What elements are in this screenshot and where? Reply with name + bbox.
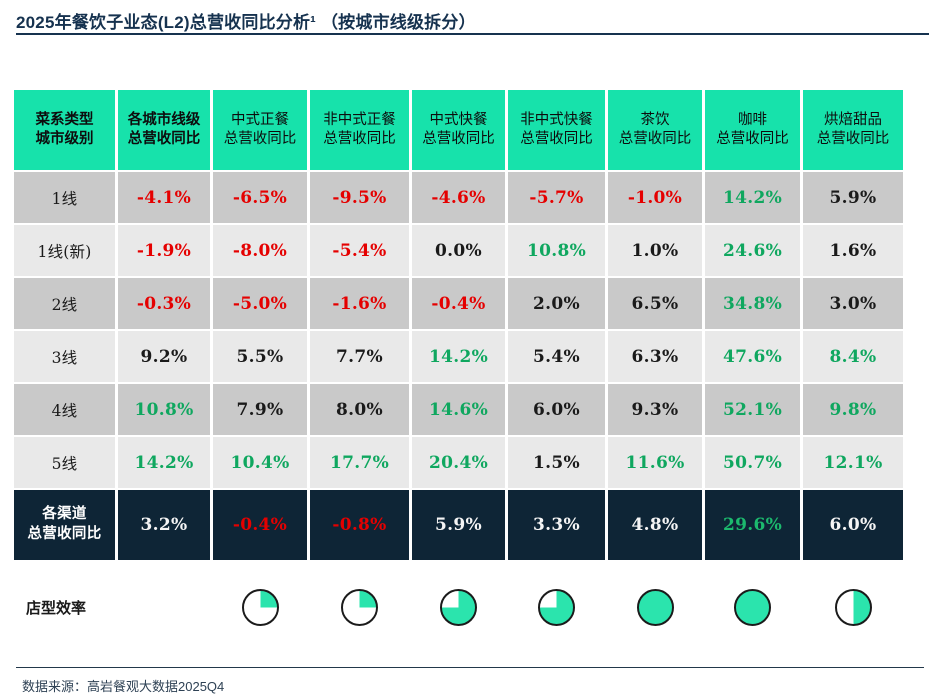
value-cell: 3.0% [803, 278, 903, 329]
column-header: 非中式快餐 总营收同比 [508, 90, 605, 170]
value-cell: 2.0% [508, 278, 605, 329]
value-cell: -8.0% [213, 225, 307, 276]
footer-divider [16, 667, 924, 668]
value-cell: 24.6% [705, 225, 800, 276]
value-cell: 52.1% [705, 384, 800, 435]
value-cell: 8.4% [803, 331, 903, 382]
value-cell: -1.0% [608, 172, 702, 223]
pie-chart [734, 588, 771, 626]
value-cell: 6.0% [508, 384, 605, 435]
summary-value-cell: 29.6% [705, 490, 800, 560]
value-cell: -5.0% [213, 278, 307, 329]
value-cell: 5.5% [213, 331, 307, 382]
value-cell: 7.7% [310, 331, 409, 382]
value-cell: 1.6% [803, 225, 903, 276]
value-cell: 9.8% [803, 384, 903, 435]
pie-chart [834, 588, 872, 626]
row-label-cell: 1线(新) [14, 225, 115, 276]
value-cell: 7.9% [213, 384, 307, 435]
value-cell: 11.6% [608, 437, 702, 488]
summary-value-cell: 4.8% [608, 490, 702, 560]
summary-label: 各渠道 总营收同比 [27, 506, 102, 542]
summary-value-cell: 3.2% [118, 490, 210, 560]
column-header: 菜系类型 城市级别 [14, 90, 115, 170]
value-cell: 6.5% [608, 278, 702, 329]
title-divider [16, 33, 929, 35]
summary-value-cell: -0.4% [213, 490, 307, 560]
value-cell: 34.8% [705, 278, 800, 329]
value-cell: 10.4% [213, 437, 307, 488]
revenue-table: 菜系类型 城市级别 各城市线级 总营收同比 中式正餐 总营收同比 非中式正餐 总营收同… [14, 90, 903, 560]
value-cell: -9.5% [310, 172, 409, 223]
value-cell: 14.2% [118, 437, 210, 488]
column-header: 茶饮 总营收同比 [608, 90, 702, 170]
value-cell: 47.6% [705, 331, 800, 382]
value-cell: -4.1% [118, 172, 210, 223]
value-cell: 10.8% [508, 225, 605, 276]
column-header: 非中式正餐 总营收同比 [310, 90, 409, 170]
summary-value-cell: 6.0% [803, 490, 903, 560]
pie-chart [440, 588, 477, 626]
summary-value-cell: 3.3% [508, 490, 605, 560]
row-label-cell: 4线 [14, 384, 115, 435]
value-cell: 5.9% [803, 172, 903, 223]
summary-value-cell: -0.8% [310, 490, 409, 560]
summary-label-cell: 各渠道 总营收同比 [14, 490, 115, 560]
row-label-cell: 1线 [14, 172, 115, 223]
value-cell: -1.9% [118, 225, 210, 276]
column-header: 咖啡 总营收同比 [705, 90, 800, 170]
value-cell: 1.0% [608, 225, 702, 276]
value-cell: 50.7% [705, 437, 800, 488]
column-header: 烘焙甜品 总营收同比 [803, 90, 903, 170]
value-cell: 9.3% [608, 384, 702, 435]
value-cell: 10.8% [118, 384, 210, 435]
pie-chart [341, 588, 378, 626]
value-cell: -0.4% [412, 278, 505, 329]
store-efficiency-row: 店型效率 [14, 573, 903, 641]
value-cell: 5.4% [508, 331, 605, 382]
column-header: 中式正餐 总营收同比 [213, 90, 307, 170]
value-cell: -4.6% [412, 172, 505, 223]
row-label-cell: 5线 [14, 437, 115, 488]
value-cell: -5.7% [508, 172, 605, 223]
pie-chart [636, 588, 674, 626]
value-cell: 9.2% [118, 331, 210, 382]
value-cell: 8.0% [310, 384, 409, 435]
value-cell: 14.2% [705, 172, 800, 223]
value-cell: -5.4% [310, 225, 409, 276]
page-title: 2025年餐饮子业态(L2)总营收同比分析¹ （按城市线级拆分） [16, 13, 476, 32]
value-cell: 14.6% [412, 384, 505, 435]
row-label-cell: 3线 [14, 331, 115, 382]
value-cell: 6.3% [608, 331, 702, 382]
value-cell: 20.4% [412, 437, 505, 488]
value-cell: 14.2% [412, 331, 505, 382]
column-header: 各城市线级 总营收同比 [118, 90, 210, 170]
value-cell: -0.3% [118, 278, 210, 329]
value-cell: 0.0% [412, 225, 505, 276]
pie-chart [241, 588, 279, 626]
column-header: 中式快餐 总营收同比 [412, 90, 505, 170]
summary-value-cell: 5.9% [412, 490, 505, 560]
value-cell: 1.5% [508, 437, 605, 488]
value-cell: -1.6% [310, 278, 409, 329]
row-label-cell: 2线 [14, 278, 115, 329]
value-cell: 12.1% [803, 437, 903, 488]
value-cell: 17.7% [310, 437, 409, 488]
data-source: 数据来源：高岩餐观大数据2025Q4 [22, 679, 225, 694]
value-cell: -6.5% [213, 172, 307, 223]
pie-chart [538, 588, 575, 626]
store-efficiency-label: 店型效率 [26, 599, 87, 617]
